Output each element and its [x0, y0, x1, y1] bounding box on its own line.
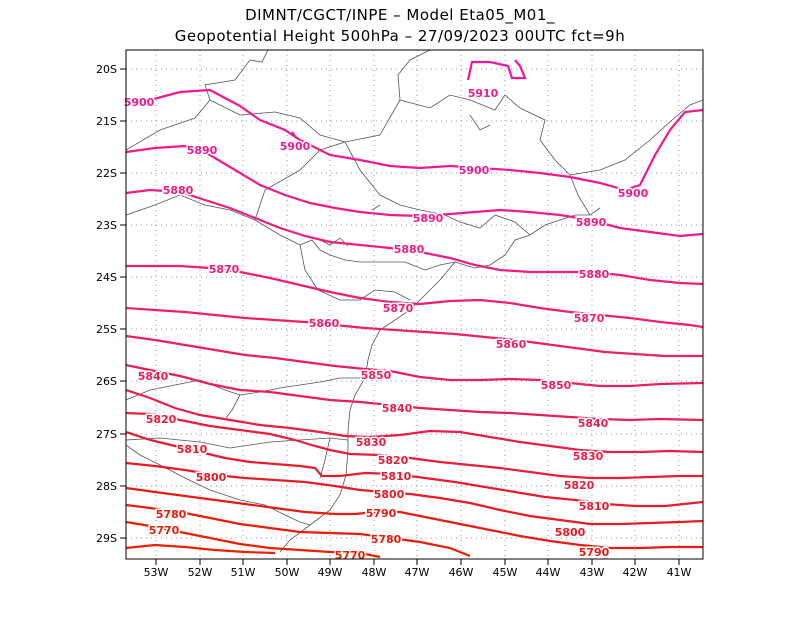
- lat-label: 24S: [96, 271, 117, 284]
- contour-label-5890: 5890: [576, 216, 607, 229]
- contour-5820: [126, 411, 703, 480]
- lat-label: 20S: [96, 63, 117, 76]
- contour-5790: [126, 486, 703, 550]
- lat-label: 21S: [96, 115, 117, 128]
- contour-label-5870: 5870: [574, 312, 605, 325]
- lat-label: 23S: [96, 219, 117, 232]
- lon-label: 45W: [493, 566, 518, 579]
- lat-label: 27S: [96, 428, 117, 441]
- coastline-borders: [126, 50, 703, 553]
- contour-5860: [126, 306, 703, 358]
- contour-label-5830: 5830: [356, 436, 387, 449]
- contour-label-5860: 5860: [496, 338, 527, 351]
- contour-label-5850: 5850: [361, 369, 392, 382]
- contour-5830: [126, 388, 703, 454]
- contour-5870: [126, 264, 703, 329]
- tick-marks: [120, 68, 680, 565]
- contour-5800: [126, 461, 703, 526]
- lon-label: 43W: [580, 566, 605, 579]
- contour-label-5890: 5890: [187, 144, 218, 157]
- contour-label-5870: 5870: [383, 302, 414, 315]
- lon-label: 46W: [449, 566, 474, 579]
- contour-5880: [126, 188, 703, 286]
- contour-label-5810: 5810: [177, 443, 208, 456]
- contour-label-5820: 5820: [146, 413, 177, 426]
- lat-label: 22S: [96, 167, 117, 180]
- contour-label-5770: 5770: [149, 524, 180, 537]
- contour-label-5880: 5880: [163, 184, 194, 197]
- contour-label-5840: 5840: [138, 370, 169, 383]
- contour-label-5860: 5860: [309, 317, 340, 330]
- contour-label-5830: 5830: [573, 450, 604, 463]
- lon-label: 49W: [318, 566, 343, 579]
- lon-axis: 53W 52W 51W 50W 49W 48W 47W 46W 45W 44W …: [144, 566, 692, 579]
- contour-label-5800: 5800: [196, 471, 227, 484]
- contour-label-5900: 5900: [459, 164, 490, 177]
- contour-label-5820: 5820: [564, 479, 595, 492]
- contour-label-5790: 5790: [579, 546, 610, 559]
- lon-label: 42W: [623, 566, 648, 579]
- contour-label-5810: 5810: [381, 470, 412, 483]
- contour-label-5900: 5900: [280, 140, 311, 153]
- contour-5780: [126, 503, 471, 558]
- contour-label-5790: 5790: [366, 507, 397, 520]
- lon-label: 50W: [275, 566, 300, 579]
- contour-5900: [126, 88, 703, 192]
- contour-label-5910: 5910: [468, 87, 499, 100]
- lon-label: 53W: [144, 566, 169, 579]
- lat-label: 29S: [96, 532, 117, 545]
- contour-label-5880: 5880: [579, 268, 610, 281]
- contour-label-5780: 5780: [371, 533, 402, 546]
- chart-title-line2: Geopotential Height 500hPa – 27/09/2023 …: [174, 27, 626, 45]
- contour-label-5820: 5820: [378, 454, 409, 467]
- contour-5810: [126, 430, 703, 508]
- contour-5900-b: [291, 131, 297, 139]
- contour-5910: [466, 59, 527, 81]
- contour-lines: [126, 59, 703, 559]
- contour-label-5800: 5800: [555, 526, 586, 539]
- contour-label-5880: 5880: [394, 243, 425, 256]
- contour-label-5840: 5840: [382, 402, 413, 415]
- lat-axis: 20S 21S 22S 23S 24S 25S 26S 27S 28S 29S: [96, 63, 117, 545]
- contour-label-5890: 5890: [413, 212, 444, 225]
- lat-label: 28S: [96, 480, 117, 493]
- lon-label: 47W: [405, 566, 430, 579]
- contour-label-5810: 5810: [579, 500, 610, 513]
- lon-label: 44W: [536, 566, 561, 579]
- contour-label-5840: 5840: [578, 417, 609, 430]
- lon-label: 48W: [362, 566, 387, 579]
- contour-5770-b: [126, 543, 276, 555]
- contour-label-5800: 5800: [374, 488, 405, 501]
- contour-label-5900: 5900: [124, 96, 155, 109]
- contour-5840: [126, 363, 703, 422]
- lon-label: 51W: [231, 566, 256, 579]
- contour-label-5780: 5780: [156, 508, 187, 521]
- lon-label: 41W: [667, 566, 692, 579]
- map-frame: [125, 49, 704, 560]
- contour-label-5870: 5870: [209, 263, 240, 276]
- contour-label-5900: 5900: [618, 187, 649, 200]
- contour-5890: [126, 144, 703, 238]
- lon-label: 52W: [188, 566, 213, 579]
- lat-label: 25S: [96, 323, 117, 336]
- contour-5770: [126, 520, 381, 559]
- contour-label-5850: 5850: [541, 379, 572, 392]
- chart-title-line1: DIMNT/CGCT/INPE – Model Eta05_M01_: [245, 6, 555, 24]
- contour-labels: 5910 5900 5900 5900 5900 5890 5890 5890 5880 5880…: [122, 86, 650, 564]
- lat-label: 26S: [96, 375, 117, 388]
- contour-label-5770: 5770: [335, 549, 366, 562]
- contour-5850: [126, 334, 703, 388]
